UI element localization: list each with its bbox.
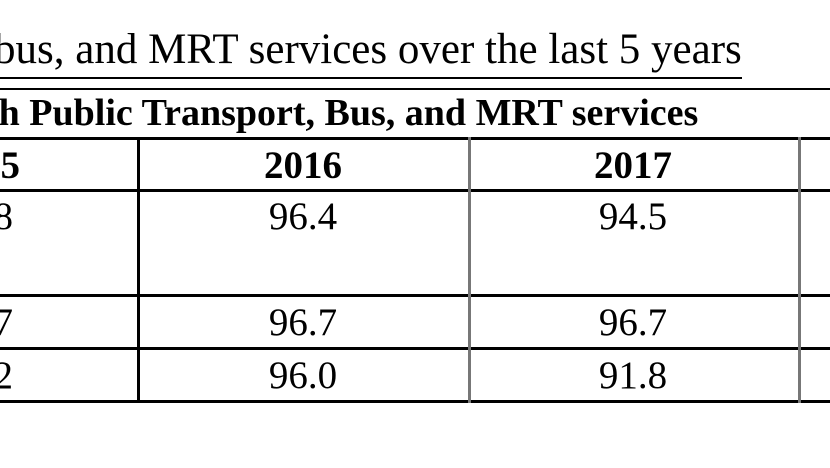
header-year-2016: 2016	[264, 144, 342, 187]
header-top-border	[0, 137, 830, 140]
row1-bottom-border	[0, 294, 830, 297]
header-year-2015: 5	[0, 144, 21, 187]
column-divider	[137, 137, 140, 403]
row1-value-2016: 96.4	[268, 195, 338, 238]
row3-value-2016: 96.0	[268, 354, 338, 397]
header-year-2017: 2017	[594, 144, 672, 187]
row2-bottom-border	[0, 347, 830, 350]
row2-value-2015: 7	[0, 301, 13, 344]
row1-value-2017: 94.5	[598, 195, 668, 238]
row3-value-2015: 2	[0, 354, 13, 397]
table-top-border	[0, 88, 830, 90]
column-divider	[468, 137, 471, 403]
table-bottom-border	[0, 400, 830, 403]
header-bottom-border	[0, 189, 830, 192]
row2-value-2016: 96.7	[268, 301, 338, 344]
row3-value-2017: 91.8	[598, 354, 668, 397]
table-caption: bus, and MRT services over the last 5 ye…	[0, 28, 742, 79]
column-divider	[798, 137, 801, 403]
table-subtitle: th Public Transport, Bus, and MRT servic…	[0, 92, 699, 134]
row2-value-2017: 96.7	[598, 301, 668, 344]
row1-value-2015: 8	[0, 195, 13, 238]
